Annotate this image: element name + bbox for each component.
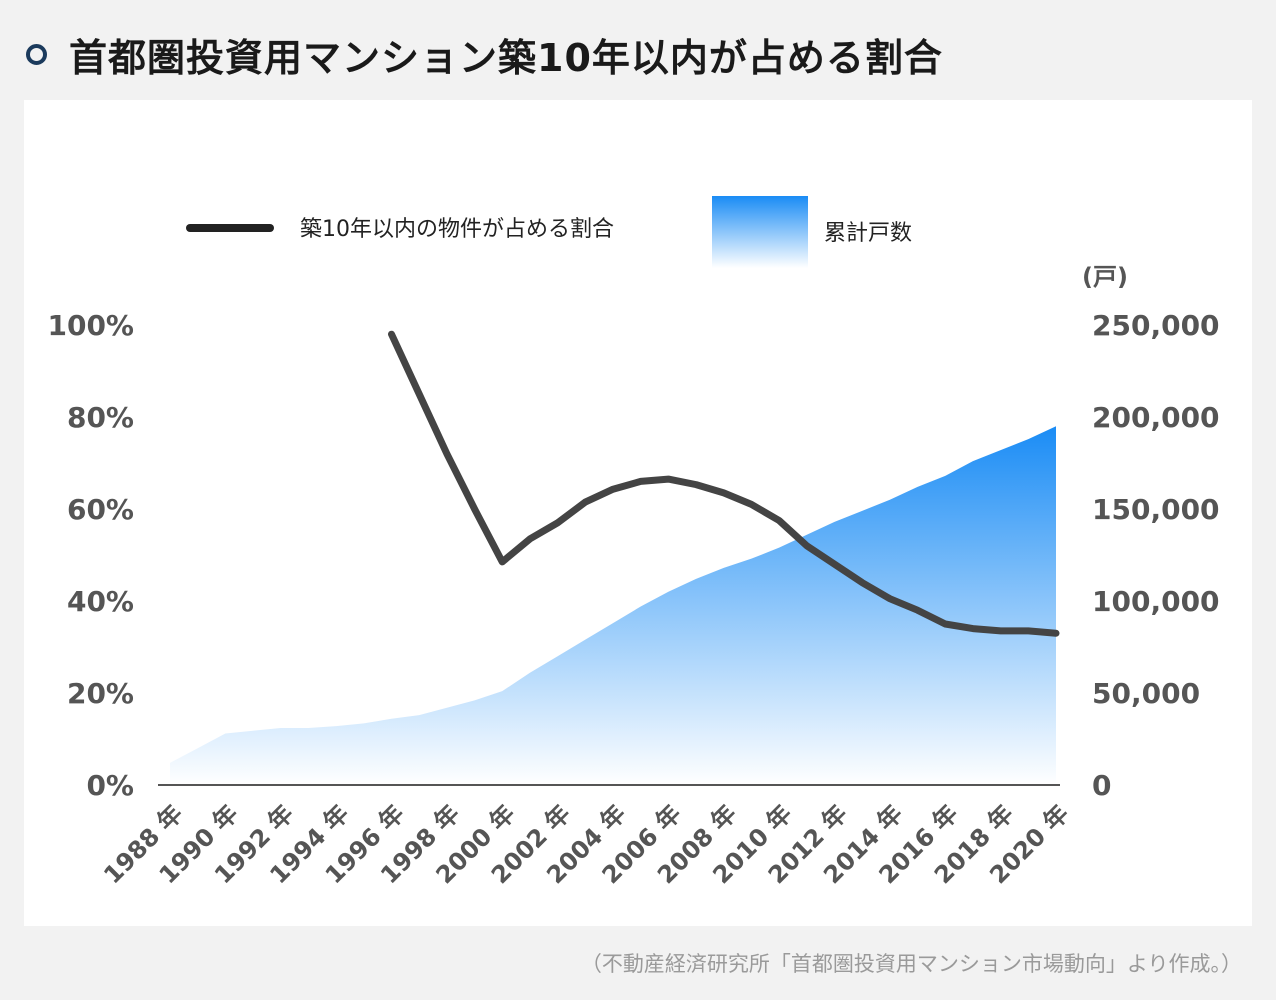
legend-area-swatch — [712, 196, 808, 268]
chart-panel: 築10年以内の物件が占める割合 累計戸数 (戸) 0% 20% 40% 60% 80% 1… — [24, 100, 1252, 926]
right-axis-tick-label: 150,000 — [1092, 493, 1220, 526]
page-title: 首都圏投資用マンション築10年以内が占める割合 — [69, 35, 943, 80]
title-row: 首都圏投資用マンション築10年以内が占める割合 — [26, 28, 943, 80]
left-axis-tick-label: 100% — [47, 309, 134, 342]
right-axis-tick-label: 100,000 — [1092, 585, 1220, 618]
right-axis-unit: (戸) — [1082, 263, 1128, 291]
chart-svg: 築10年以内の物件が占める割合 累計戸数 (戸) 0% 20% 40% 60% 80% 1… — [47, 196, 1220, 889]
left-axis-tick-label: 20% — [67, 677, 134, 710]
line-ratio-within-10-years — [388, 330, 1060, 637]
left-axis-tick-label: 40% — [67, 585, 134, 618]
area-cumulative-units — [170, 426, 1056, 785]
line-series — [388, 330, 1060, 637]
right-axis-tick-label: 250,000 — [1092, 309, 1220, 342]
source-note: （不動産経済研究所「首都圏投資用マンション市場動向」より作成。） — [580, 952, 1242, 976]
circle-bullet-icon — [26, 43, 47, 65]
legend-line-label: 築10年以内の物件が占める割合 — [300, 217, 614, 242]
left-axis-tick-label: 80% — [67, 401, 134, 434]
left-axis-tick-label: 0% — [86, 769, 134, 802]
right-axis-tick-label: 50,000 — [1092, 677, 1200, 710]
right-axis-tick-label: 200,000 — [1092, 401, 1220, 434]
left-axis-ticks: 0% 20% 40% 60% 80% 100% — [47, 309, 134, 802]
right-axis-tick-label: 0 — [1092, 769, 1111, 802]
legend-area-label: 累計戸数 — [824, 221, 912, 246]
left-axis-tick-label: 60% — [67, 493, 134, 526]
area-series — [170, 426, 1056, 785]
right-axis-ticks: 0 50,000 100,000 150,000 200,000 250,000 — [1092, 309, 1220, 802]
